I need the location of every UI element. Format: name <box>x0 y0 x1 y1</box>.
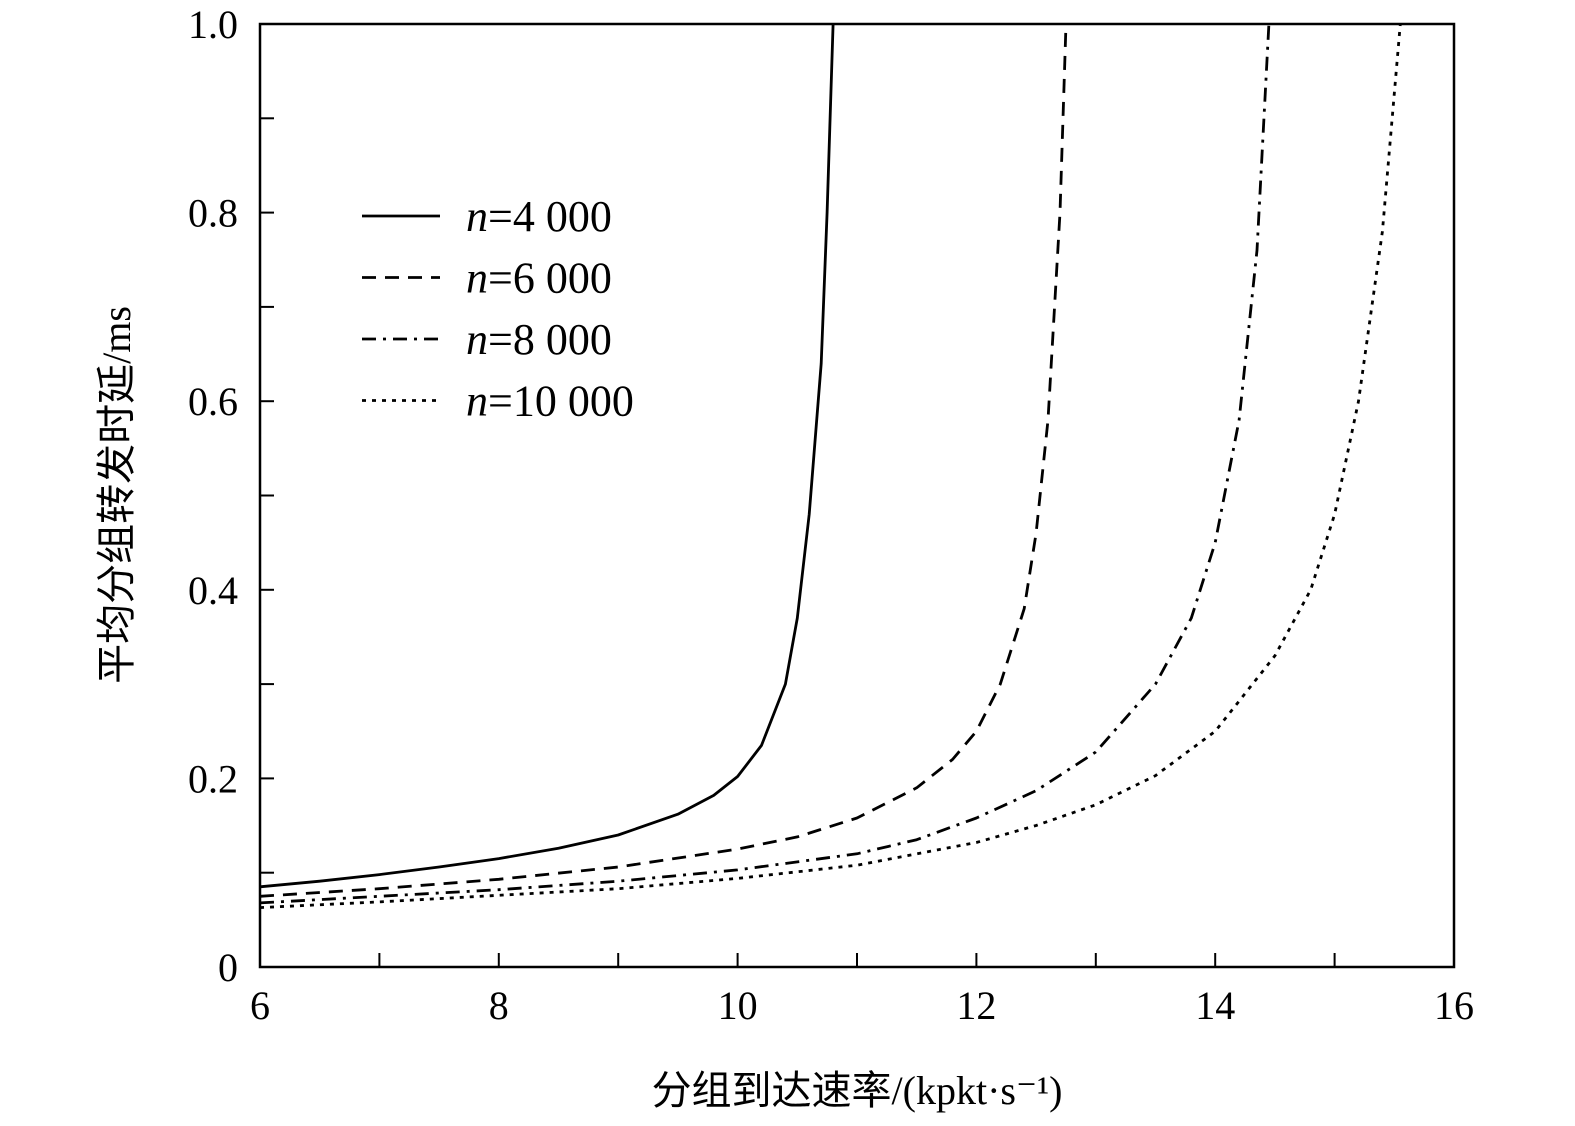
legend-label-var: n <box>466 377 488 426</box>
legend-label-value: =6 000 <box>488 254 612 303</box>
legend-label-value: =8 000 <box>488 315 612 364</box>
legend-label-var: n <box>466 254 488 303</box>
legend-label-value: =4 000 <box>488 192 612 241</box>
tick-layer: 6 8 10 12 14 16 0 0.2 0.4 0.6 0.8 1.0 <box>188 2 1474 1028</box>
x-tick-label: 10 <box>718 983 758 1028</box>
plot-frame <box>258 22 1456 969</box>
y-tick-label: 0.4 <box>188 568 238 613</box>
x-tick-label: 14 <box>1195 983 1235 1028</box>
y-tick-label: 0.2 <box>188 756 238 801</box>
y-axis-title: 平均分组转发时延/ms <box>94 306 139 684</box>
legend-label-4: n=10 000 <box>466 377 634 426</box>
series-layer <box>259 23 1402 909</box>
y-tick-label: 1.0 <box>188 2 238 47</box>
legend-label-3: n=8 000 <box>466 315 612 364</box>
y-tick-label: 0.8 <box>188 191 238 236</box>
legend-label-2: n=6 000 <box>466 254 612 303</box>
x-axis-title: 分组到达速率/(kpkt·s⁻¹) <box>652 1068 1063 1113</box>
x-tick-label: 12 <box>956 983 996 1028</box>
legend-label-value: =10 000 <box>488 377 634 426</box>
series-line-2 <box>259 23 1068 898</box>
legend-label-var: n <box>466 315 488 364</box>
x-tick-label: 8 <box>489 983 509 1028</box>
legend-label-1: n=4 000 <box>466 192 612 241</box>
y-tick-label: 0 <box>218 945 238 990</box>
series-line-1 <box>259 23 835 889</box>
x-tick-label: 6 <box>250 983 270 1028</box>
x-tick-label: 16 <box>1434 983 1474 1028</box>
series-line-3 <box>259 23 1271 905</box>
y-tick-label: 0.6 <box>188 379 238 424</box>
legend-label-var: n <box>466 192 488 241</box>
